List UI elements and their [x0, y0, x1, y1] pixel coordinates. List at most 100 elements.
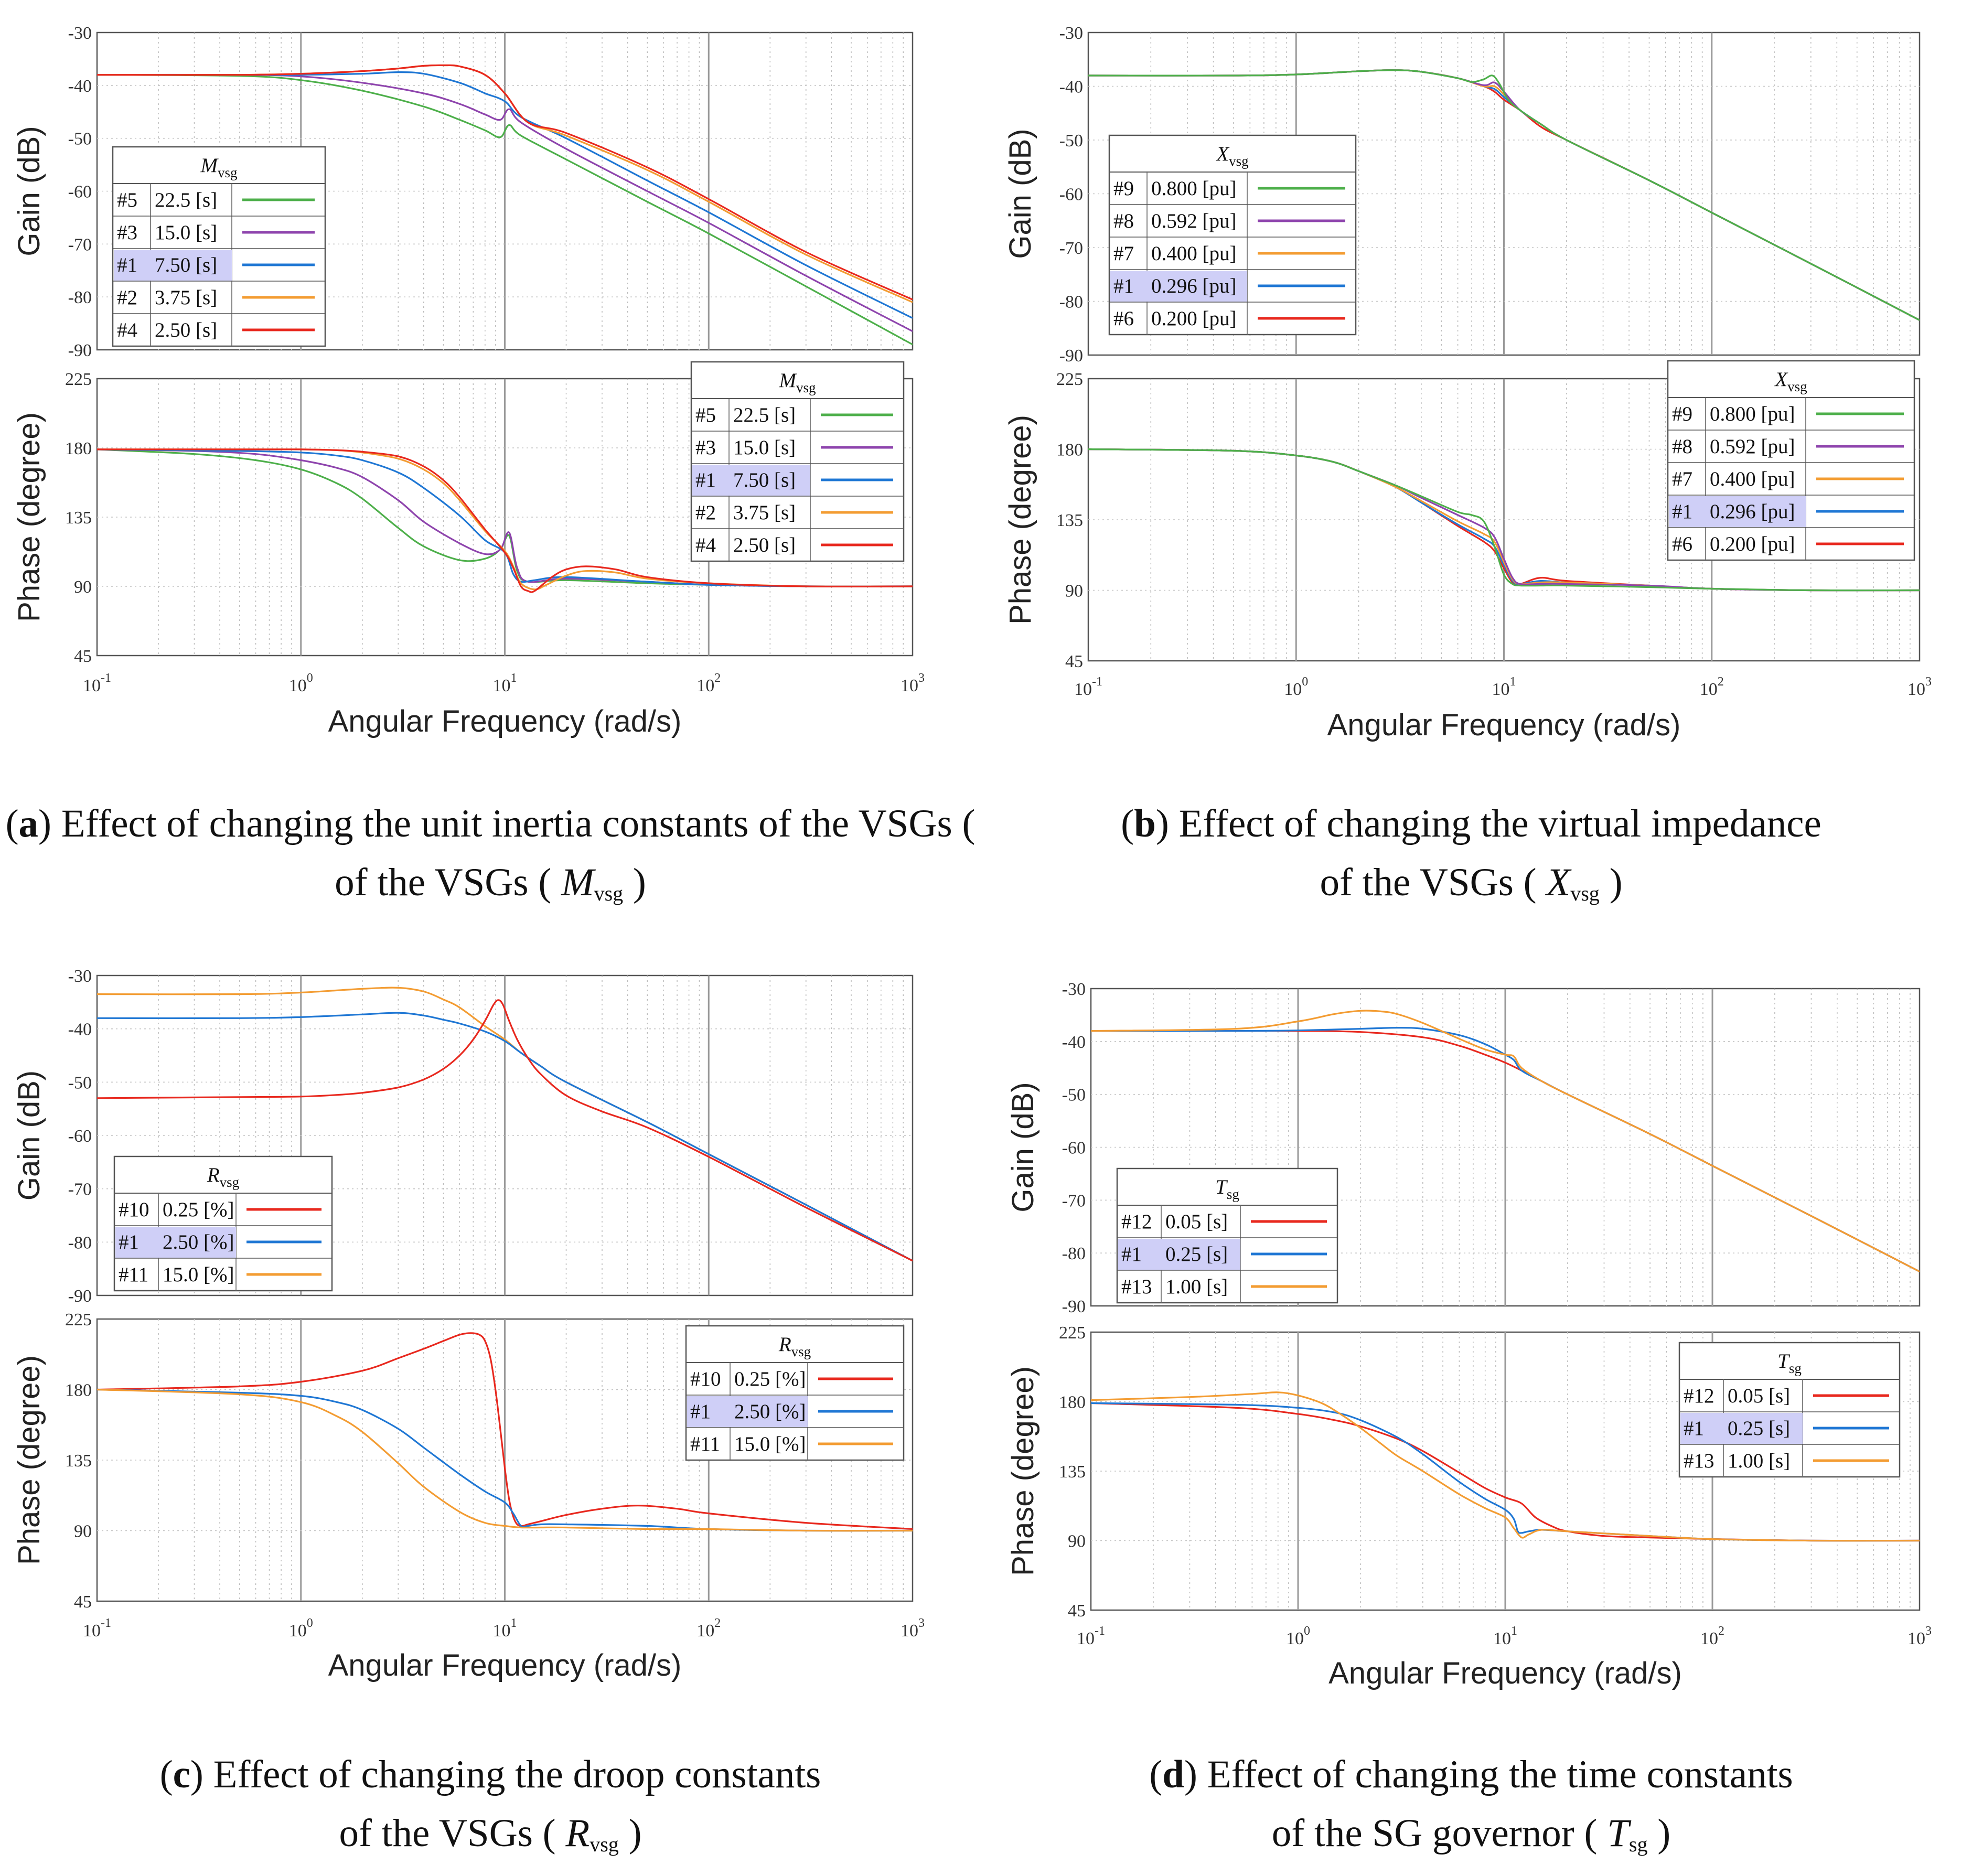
legend-entry-value: 3.75 [s]: [155, 286, 217, 309]
panel-d-gain-legend-box: [1116, 1167, 1338, 1304]
panel-a-phase-ytick: 90: [74, 577, 92, 597]
panel-d-gain-ytick: -80: [1062, 1244, 1086, 1263]
legend-entry-id: #10: [690, 1368, 721, 1390]
legend-entry-value: 0.25 [s]: [1728, 1417, 1790, 1440]
legend-entry-value: 0.25 [%]: [163, 1198, 234, 1221]
panel-d-phase-legend-box: [1678, 1342, 1901, 1478]
legend-row-highlight: [1669, 496, 1806, 527]
panel-b-gain-ytick: -80: [1059, 293, 1083, 312]
legend-entry-value: 2.50 [s]: [155, 319, 217, 341]
panel-a-xtick: 10-1: [83, 671, 111, 695]
panel-c-gain-ytick: -40: [68, 1020, 92, 1039]
legend-entry-id: #4: [117, 319, 137, 341]
legend-row-highlight: [1110, 271, 1247, 302]
panel-a-gain-legend-title: Mvsg: [200, 154, 237, 180]
panel-a-gain-ytick: -40: [68, 77, 92, 96]
legend-entry-value: 0.592 [pu]: [1151, 210, 1236, 232]
panel-b-phase-ytick: 180: [1056, 441, 1083, 460]
legend-entry-value: 15.0 [s]: [155, 221, 217, 244]
panel-c-gain-legend-title: Rvsg: [207, 1164, 239, 1190]
panel-b-phase-ylabel: Phase (degree): [1003, 415, 1037, 625]
panel-d-gain-ytick: -30: [1062, 980, 1086, 999]
legend-entry-id: #6: [1672, 533, 1692, 555]
legend-title-symbol: X: [1774, 368, 1788, 391]
panel-c-gain-ytick: -30: [68, 967, 92, 986]
panel-c-gain-ytick: -80: [68, 1233, 92, 1252]
legend-title-symbol: R: [207, 1164, 220, 1186]
legend-entry-id: #8: [1113, 210, 1134, 232]
caption-c: (c) Effect of changing the droop constan…: [159, 1753, 821, 1856]
legend-entry-id: #10: [119, 1198, 149, 1221]
panel-d-gain-series: [1091, 1010, 1920, 1272]
panel-d-xtick: 102: [1700, 1624, 1724, 1648]
panel-d-gain-ytick: -40: [1062, 1033, 1086, 1052]
panel-b-gain-ytick: -50: [1059, 131, 1083, 151]
panel-a-phase-legend-box: [690, 361, 905, 562]
panel-a-phase-ytick: 180: [65, 439, 92, 458]
panel-d-gain-ytick: -70: [1062, 1191, 1086, 1210]
panel-c-phase-legend: Rvsg #10 0.25 [%] #1 2.50 [%] #11 15.0 [%]: [685, 1325, 905, 1461]
legend-entry-id: #4: [695, 534, 716, 556]
panel-d-gain-ytick: -50: [1062, 1086, 1086, 1105]
panel-a-phase-series: [97, 448, 913, 593]
panel-c-phase-ytick: 45: [74, 1592, 92, 1612]
series-line-a-gain-3: [97, 73, 913, 333]
panel-d-xtick: 103: [1908, 1624, 1932, 1648]
panel-a-gain-ytick: -30: [68, 24, 92, 43]
panel-b-phase-legend-title: Xvsg: [1774, 368, 1807, 394]
panel-a-xaxis: 10-1 100 101 102 103 Angular Frequency (rad/s…: [83, 671, 925, 738]
panel-d-gain-ytick: -60: [1062, 1139, 1086, 1158]
panel-a-phase-ytick: 135: [65, 508, 92, 528]
panel-c-phase-legend-box: [685, 1325, 905, 1461]
legend-entry-value: 1.00 [s]: [1165, 1275, 1228, 1298]
panel-a-xtick: 102: [696, 671, 721, 695]
panel-b-phase-ytick: 45: [1065, 652, 1083, 671]
legend-entry-id: #13: [1121, 1275, 1152, 1298]
panel-b-xtick: 101: [1492, 675, 1516, 699]
panel-b-phase-series: [1088, 448, 1920, 592]
panel-d-gain-legend-title: Tsg: [1215, 1176, 1239, 1202]
legend-row-highlight: [115, 1227, 236, 1258]
panel-b-xtick: 100: [1284, 675, 1308, 699]
legend-row-highlight: [114, 250, 232, 281]
panel-a-phase-ytick: 225: [65, 370, 92, 389]
series-line-a-phase-4: [97, 448, 913, 593]
panel-c-gain-ytick: -90: [68, 1287, 92, 1306]
panel-b-xtick: 102: [1700, 675, 1724, 699]
panel-d-xtick: 100: [1286, 1624, 1310, 1648]
panel-d-gain-ytick: -90: [1062, 1297, 1086, 1316]
legend-entry-id: #12: [1684, 1385, 1714, 1407]
panel-b-phase-legend: Xvsg #9 0.800 [pu] #8 0.592 [pu] #7 0.400 [pu]…: [1667, 360, 1915, 561]
panel-a-xtick: 100: [289, 671, 313, 695]
panel-c-gain-ytick: -50: [68, 1073, 92, 1092]
series-line-d-phase-13: [1091, 1391, 1920, 1542]
legend-entry-id: #2: [695, 501, 716, 524]
panel-d-xaxis: 10-1 100 101 102 103 Angular Frequency (rad/s…: [1077, 1624, 1932, 1690]
legend-entry-value: 15.0 [s]: [733, 436, 796, 459]
legend-entry-value: 0.200 [pu]: [1151, 307, 1236, 330]
panel-b-gain-ytick: -30: [1059, 24, 1083, 43]
legend-entry-value: 3.75 [s]: [733, 501, 796, 524]
panel-c-gain-legend-box: [113, 1155, 333, 1292]
panel-a-phase-ylabel: Phase (degree): [12, 412, 46, 622]
legend-title-symbol: R: [778, 1333, 791, 1356]
panel-a-xtick: 103: [901, 671, 925, 695]
series-line-a-gain-4: [97, 64, 913, 301]
panel-c-phase-ylabel: Phase (degree): [12, 1355, 46, 1565]
panel-c-gain-ytick: -60: [68, 1127, 92, 1146]
legend-title-subscript: vsg: [1229, 153, 1249, 169]
legend-entry-id: #1: [1121, 1243, 1142, 1266]
series-line-b-gain-9: [1088, 69, 1920, 321]
legend-entry-id: #3: [695, 436, 716, 459]
panel-d-phase-legend-title: Tsg: [1777, 1350, 1802, 1376]
panel-b-gain-ytick: -70: [1059, 239, 1083, 258]
panel-b-phase-ytick: 225: [1056, 370, 1083, 389]
panel-c-gain-series: [97, 987, 913, 1262]
legend-row-highlight: [692, 465, 810, 496]
legend-entry-value: 0.400 [pu]: [1710, 468, 1795, 490]
panel-d-gain-ylabel: Gain (dB): [1006, 1082, 1040, 1212]
panel-a-gain-series: [97, 64, 913, 346]
legend-entry-value: 7.50 [s]: [733, 469, 796, 491]
panel-b-xtick: 103: [1908, 675, 1932, 699]
